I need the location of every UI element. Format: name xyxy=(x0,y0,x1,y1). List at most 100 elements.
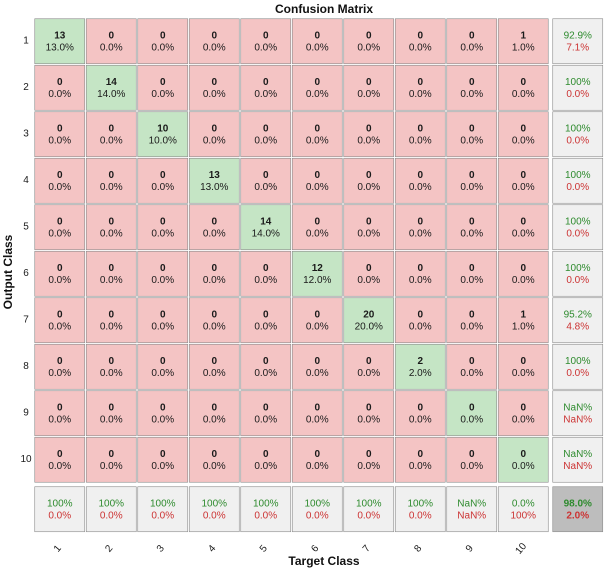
matrix-cell: 00.0% xyxy=(497,436,549,483)
matrix-cell: 00.0% xyxy=(34,297,86,344)
matrix-cell-percent: 0.0% xyxy=(512,461,535,472)
matrix-cell-percent: 0.0% xyxy=(151,321,174,332)
matrix-cell-background xyxy=(34,64,86,111)
matrix-cell: 00.0% xyxy=(497,157,549,204)
matrix-cell-value: 0 xyxy=(263,170,269,181)
matrix-cell-value: 0 xyxy=(108,263,114,274)
matrix-cell: 00.0% xyxy=(240,390,292,437)
column-summary-cell-value: 100% xyxy=(98,498,124,509)
column-summary-cell: 100%0.0% xyxy=(188,486,240,533)
matrix-cell-percent: 0.0% xyxy=(151,42,174,53)
x-tick-label: 1 xyxy=(52,543,64,555)
row-summary-cell-value: 100% xyxy=(565,170,591,181)
matrix-cell-value: 0 xyxy=(520,356,526,367)
row-summary-cell-value: 100% xyxy=(565,77,591,88)
matrix-cell-background xyxy=(497,111,549,158)
column-summary-cell: 100%0.0% xyxy=(85,486,137,533)
matrix-cell-background xyxy=(394,343,446,390)
matrix-cell-percent: 0.0% xyxy=(512,135,535,146)
matrix-cell: 00.0% xyxy=(34,157,86,204)
x-tick-label: 7 xyxy=(361,543,373,555)
matrix-cell-value: 0 xyxy=(211,309,217,320)
matrix-cell: 00.0% xyxy=(497,343,549,390)
matrix-cell-value: 0 xyxy=(314,309,320,320)
matrix-cell-value: 0 xyxy=(314,216,320,227)
matrix-cell-value: 0 xyxy=(263,356,269,367)
matrix-cell-percent: 0.0% xyxy=(203,275,226,286)
matrix-cell: 00.0% xyxy=(85,18,137,65)
matrix-cell-percent: 14.0% xyxy=(252,228,280,239)
matrix-cell: 00.0% xyxy=(85,297,137,344)
matrix-cell-value: 0 xyxy=(366,216,372,227)
matrix-cell: 00.0% xyxy=(343,18,395,65)
matrix-cell: 00.0% xyxy=(188,250,240,297)
matrix-cell-value: 0 xyxy=(469,402,475,413)
matrix-cell-percent: 0.0% xyxy=(512,368,535,379)
matrix-cell-percent: 0.0% xyxy=(460,89,483,100)
matrix-cell: 11.0% xyxy=(497,18,549,65)
matrix-cell-percent: 0.0% xyxy=(254,135,277,146)
matrix-cell-percent: 0.0% xyxy=(100,461,123,472)
matrix-cell-background xyxy=(137,390,189,437)
matrix-cell: 11.0% xyxy=(497,297,549,344)
matrix-cell-value: 0 xyxy=(160,402,166,413)
column-summary-cell-background xyxy=(137,486,189,533)
matrix-cell-value: 0 xyxy=(57,263,63,274)
matrix-cell-percent: 0.0% xyxy=(460,461,483,472)
matrix-cell-value: 0 xyxy=(314,123,320,134)
matrix-cell: 00.0% xyxy=(291,18,343,65)
y-tick-label: 6 xyxy=(23,268,29,279)
column-summary-cell-value: 100% xyxy=(150,498,176,509)
row-summary-cell: NaN%NaN% xyxy=(552,436,604,483)
column-summary-cell-percent: 0.0% xyxy=(254,510,277,521)
matrix-cell-percent: 0.0% xyxy=(48,135,71,146)
matrix-cell-value: 0 xyxy=(417,402,423,413)
matrix-cell-value: 0 xyxy=(108,170,114,181)
matrix-cell-value: 10 xyxy=(157,123,169,134)
column-summary-cell-value: 100% xyxy=(407,498,433,509)
matrix-cell-background xyxy=(240,250,292,297)
matrix-cell-percent: 13.0% xyxy=(200,182,228,193)
matrix-cell-value: 0 xyxy=(417,449,423,460)
matrix-cell-background xyxy=(137,204,189,251)
matrix-cell-value: 0 xyxy=(108,402,114,413)
matrix-cell-background xyxy=(85,297,137,344)
matrix-cell-percent: 0.0% xyxy=(100,321,123,332)
matrix-cell-background xyxy=(394,297,446,344)
matrix-cell-percent: 0.0% xyxy=(460,368,483,379)
matrix-cell-value: 0 xyxy=(160,77,166,88)
row-summary-cell-value: 100% xyxy=(565,356,591,367)
row-summary-cell: 100%0.0% xyxy=(552,64,604,111)
matrix-cell-value: 0 xyxy=(469,356,475,367)
matrix-cell-percent: 0.0% xyxy=(306,461,329,472)
matrix-cell: 00.0% xyxy=(188,111,240,158)
matrix-cell-background xyxy=(497,204,549,251)
matrix-cell-background xyxy=(34,111,86,158)
matrix-cell-percent: 0.0% xyxy=(254,42,277,53)
matrix-cell-background xyxy=(34,390,86,437)
row-summary-cell-value: 95.2% xyxy=(564,309,592,320)
matrix-cell-value: 0 xyxy=(211,449,217,460)
matrix-cell-background xyxy=(240,111,292,158)
matrix-cell-background xyxy=(188,204,240,251)
x-tick-label: 5 xyxy=(258,543,270,555)
column-summary-cell-background xyxy=(188,486,240,533)
matrix-cell: 00.0% xyxy=(188,64,240,111)
matrix-cell-background xyxy=(188,390,240,437)
matrix-cell: 00.0% xyxy=(85,390,137,437)
matrix-cell-value: 0 xyxy=(211,216,217,227)
row-summary-cell-percent: 0.0% xyxy=(566,368,589,379)
matrix-cell-background xyxy=(85,250,137,297)
matrix-cell-value: 0 xyxy=(160,449,166,460)
matrix-cell-value: 0 xyxy=(160,216,166,227)
row-summary-cell-background xyxy=(552,18,604,65)
matrix-cell-background xyxy=(85,343,137,390)
row-summary-cell-percent: 0.0% xyxy=(566,135,589,146)
matrix-cell-percent: 0.0% xyxy=(460,135,483,146)
column-summary-cell-percent: 100% xyxy=(510,510,536,521)
matrix-cell-percent: 0.0% xyxy=(151,414,174,425)
matrix-cell-background xyxy=(188,18,240,65)
matrix-cell-background xyxy=(343,390,395,437)
